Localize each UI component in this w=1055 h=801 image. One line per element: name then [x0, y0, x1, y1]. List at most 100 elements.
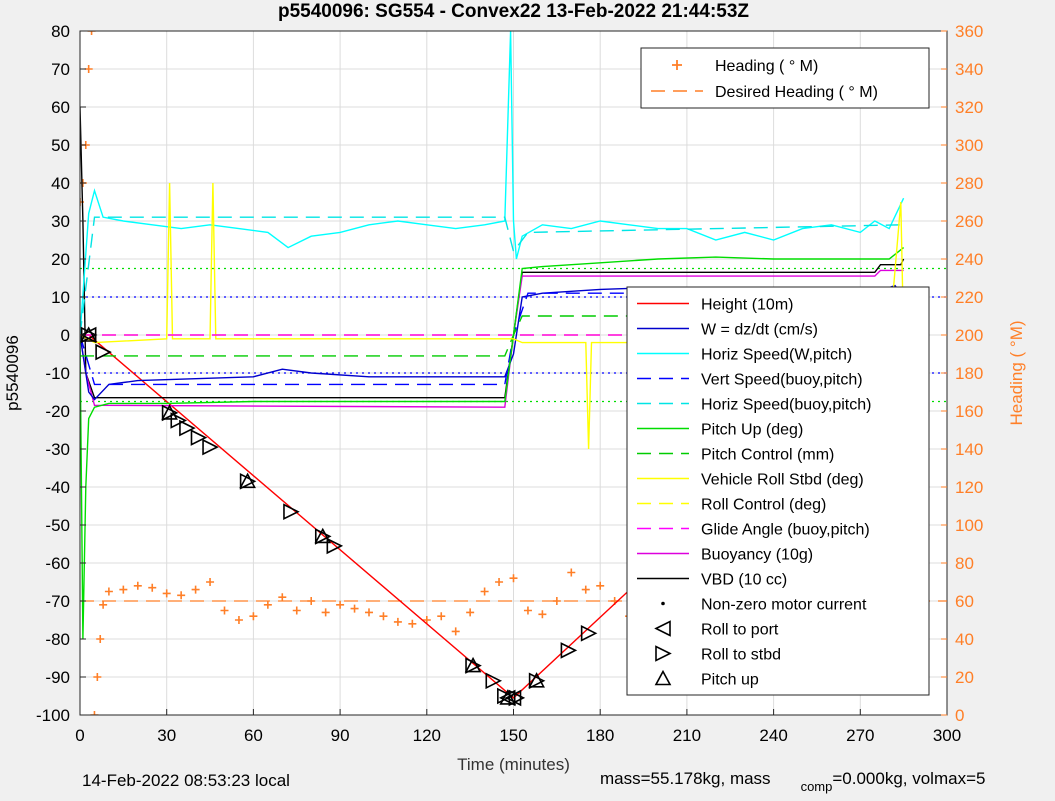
heading-point [278, 593, 287, 602]
y-tick-label-left: 50 [51, 136, 70, 155]
legend-swatch [654, 620, 671, 637]
chart-title: p5540096: SG554 - Convex22 13-Feb-2022 2… [278, 1, 749, 22]
legend-label: Roll to port [701, 622, 779, 639]
y-tick-label-left: -70 [45, 592, 70, 611]
heading-point [336, 600, 345, 609]
legend-label: VBD (10 cc) [701, 572, 787, 589]
heading-point [249, 612, 258, 621]
marker-pitch-up [464, 656, 482, 673]
y-tick-label-right: 40 [955, 630, 974, 649]
y-tick-label-left: 30 [51, 212, 70, 231]
y-tick-label-right: 80 [955, 554, 974, 573]
marker-roll-stbd [239, 473, 257, 490]
heading-point [104, 587, 113, 596]
y-tick-label-right: 100 [955, 516, 983, 535]
legend-label: Horiz Speed(W,pitch) [701, 347, 852, 364]
legend-label: Pitch Control (mm) [701, 447, 834, 464]
heading-point [177, 591, 186, 600]
y-axis-label-right: Heading ( °M) [1007, 320, 1026, 425]
mass-text: mass=55.178kg, mass [600, 769, 771, 788]
x-axis-label: Time (minutes) [457, 755, 570, 774]
heading-point [581, 585, 590, 594]
main-legend-box [626, 286, 930, 696]
legend-swatch [661, 601, 665, 606]
heading-point [84, 65, 93, 73]
legend-label: Heading ( ° M) [715, 58, 818, 75]
y-tick-label-left: -30 [45, 440, 70, 459]
x-tick-label: 150 [499, 726, 527, 745]
y-tick-label-right: 160 [955, 402, 983, 421]
y-tick-label-right: 300 [955, 136, 983, 155]
heading-point [523, 606, 532, 615]
heading-point [567, 568, 576, 577]
marker-roll-stbd [314, 528, 332, 545]
x-tick-label: 270 [846, 726, 874, 745]
y-tick-label-left: 60 [51, 98, 70, 117]
y-tick-label-left: 20 [51, 250, 70, 269]
y-tick-label-left: 40 [51, 174, 70, 193]
heading-point [350, 604, 359, 613]
heading-point [495, 578, 504, 586]
heading-point [509, 574, 518, 583]
y-tick-label-right: 20 [955, 668, 974, 687]
y-tick-label-right: 0 [955, 706, 964, 725]
x-tick-label: 30 [157, 726, 176, 745]
local-time-label: 14-Feb-2022 08:53:23 local [82, 771, 290, 790]
heading-point [119, 585, 128, 594]
heading-point [437, 612, 446, 621]
marker-roll-stbd [202, 438, 219, 456]
legend-swatch [655, 645, 672, 662]
heading-point [90, 711, 99, 715]
heading-legend-box [640, 47, 930, 109]
heading-point [220, 606, 229, 615]
series-pitch_control [80, 315, 904, 357]
heading-point [191, 585, 200, 594]
y-tick-label-left: -60 [45, 554, 70, 573]
marker-pitch-up [314, 527, 332, 544]
heading-point [87, 31, 96, 35]
y-tick-label-right: 280 [955, 174, 983, 193]
marker-roll-stbd [560, 642, 578, 659]
heading-point [379, 612, 388, 621]
legend-label: Vert Speed(buoy,pitch) [701, 372, 863, 389]
legend-label: W = dz/dt (cm/s) [701, 322, 818, 339]
x-tick-label: 120 [413, 726, 441, 745]
heading-point [321, 608, 330, 617]
heading-point [422, 616, 431, 624]
heading-point [365, 608, 373, 617]
legend-label: Horiz Speed(buoy,pitch) [701, 397, 871, 414]
x-tick-label: 240 [759, 726, 787, 745]
series-horiz_speed [80, 31, 905, 336]
heading-point [148, 583, 157, 592]
heading-point [133, 581, 142, 590]
marker-roll-stbd [497, 687, 514, 705]
y-tick-label-right: 120 [955, 478, 983, 497]
marker-roll-stbd [283, 503, 300, 520]
heading-point [480, 587, 489, 596]
y-tick-label-right: 260 [955, 212, 983, 231]
x-tick-label: 300 [933, 726, 961, 745]
heading-point [393, 617, 402, 626]
x-tick-label: 210 [673, 726, 701, 745]
mass-comp-sub: comp [800, 779, 833, 794]
main-legend: Height (10m) W = dz/dt (cm/s) Horiz Speed(… [626, 286, 930, 696]
legend-label: Non-zero motor current [701, 597, 867, 614]
y-tick-label-right: 60 [955, 592, 974, 611]
heading-point [538, 610, 547, 619]
legend-label: Pitch up [701, 672, 759, 689]
y-tick-label-left: 80 [51, 22, 70, 41]
marker-roll-stbd [179, 419, 196, 437]
marker-roll-stbd [485, 672, 503, 690]
y-tick-label-left: -80 [45, 630, 70, 649]
heading-point [234, 616, 243, 624]
y-tick-label-right: 360 [955, 22, 983, 41]
mass-text-rest: =0.000kg, volmax=5 [832, 769, 986, 788]
heading-point [466, 608, 475, 617]
y-tick-label-right: 340 [955, 60, 983, 79]
legend-swatch [654, 669, 672, 686]
heading-point [96, 635, 105, 643]
y-tick-label-left: -90 [45, 668, 70, 687]
y-tick-label-left: 10 [51, 288, 70, 307]
marker-roll-stbd [465, 657, 482, 674]
